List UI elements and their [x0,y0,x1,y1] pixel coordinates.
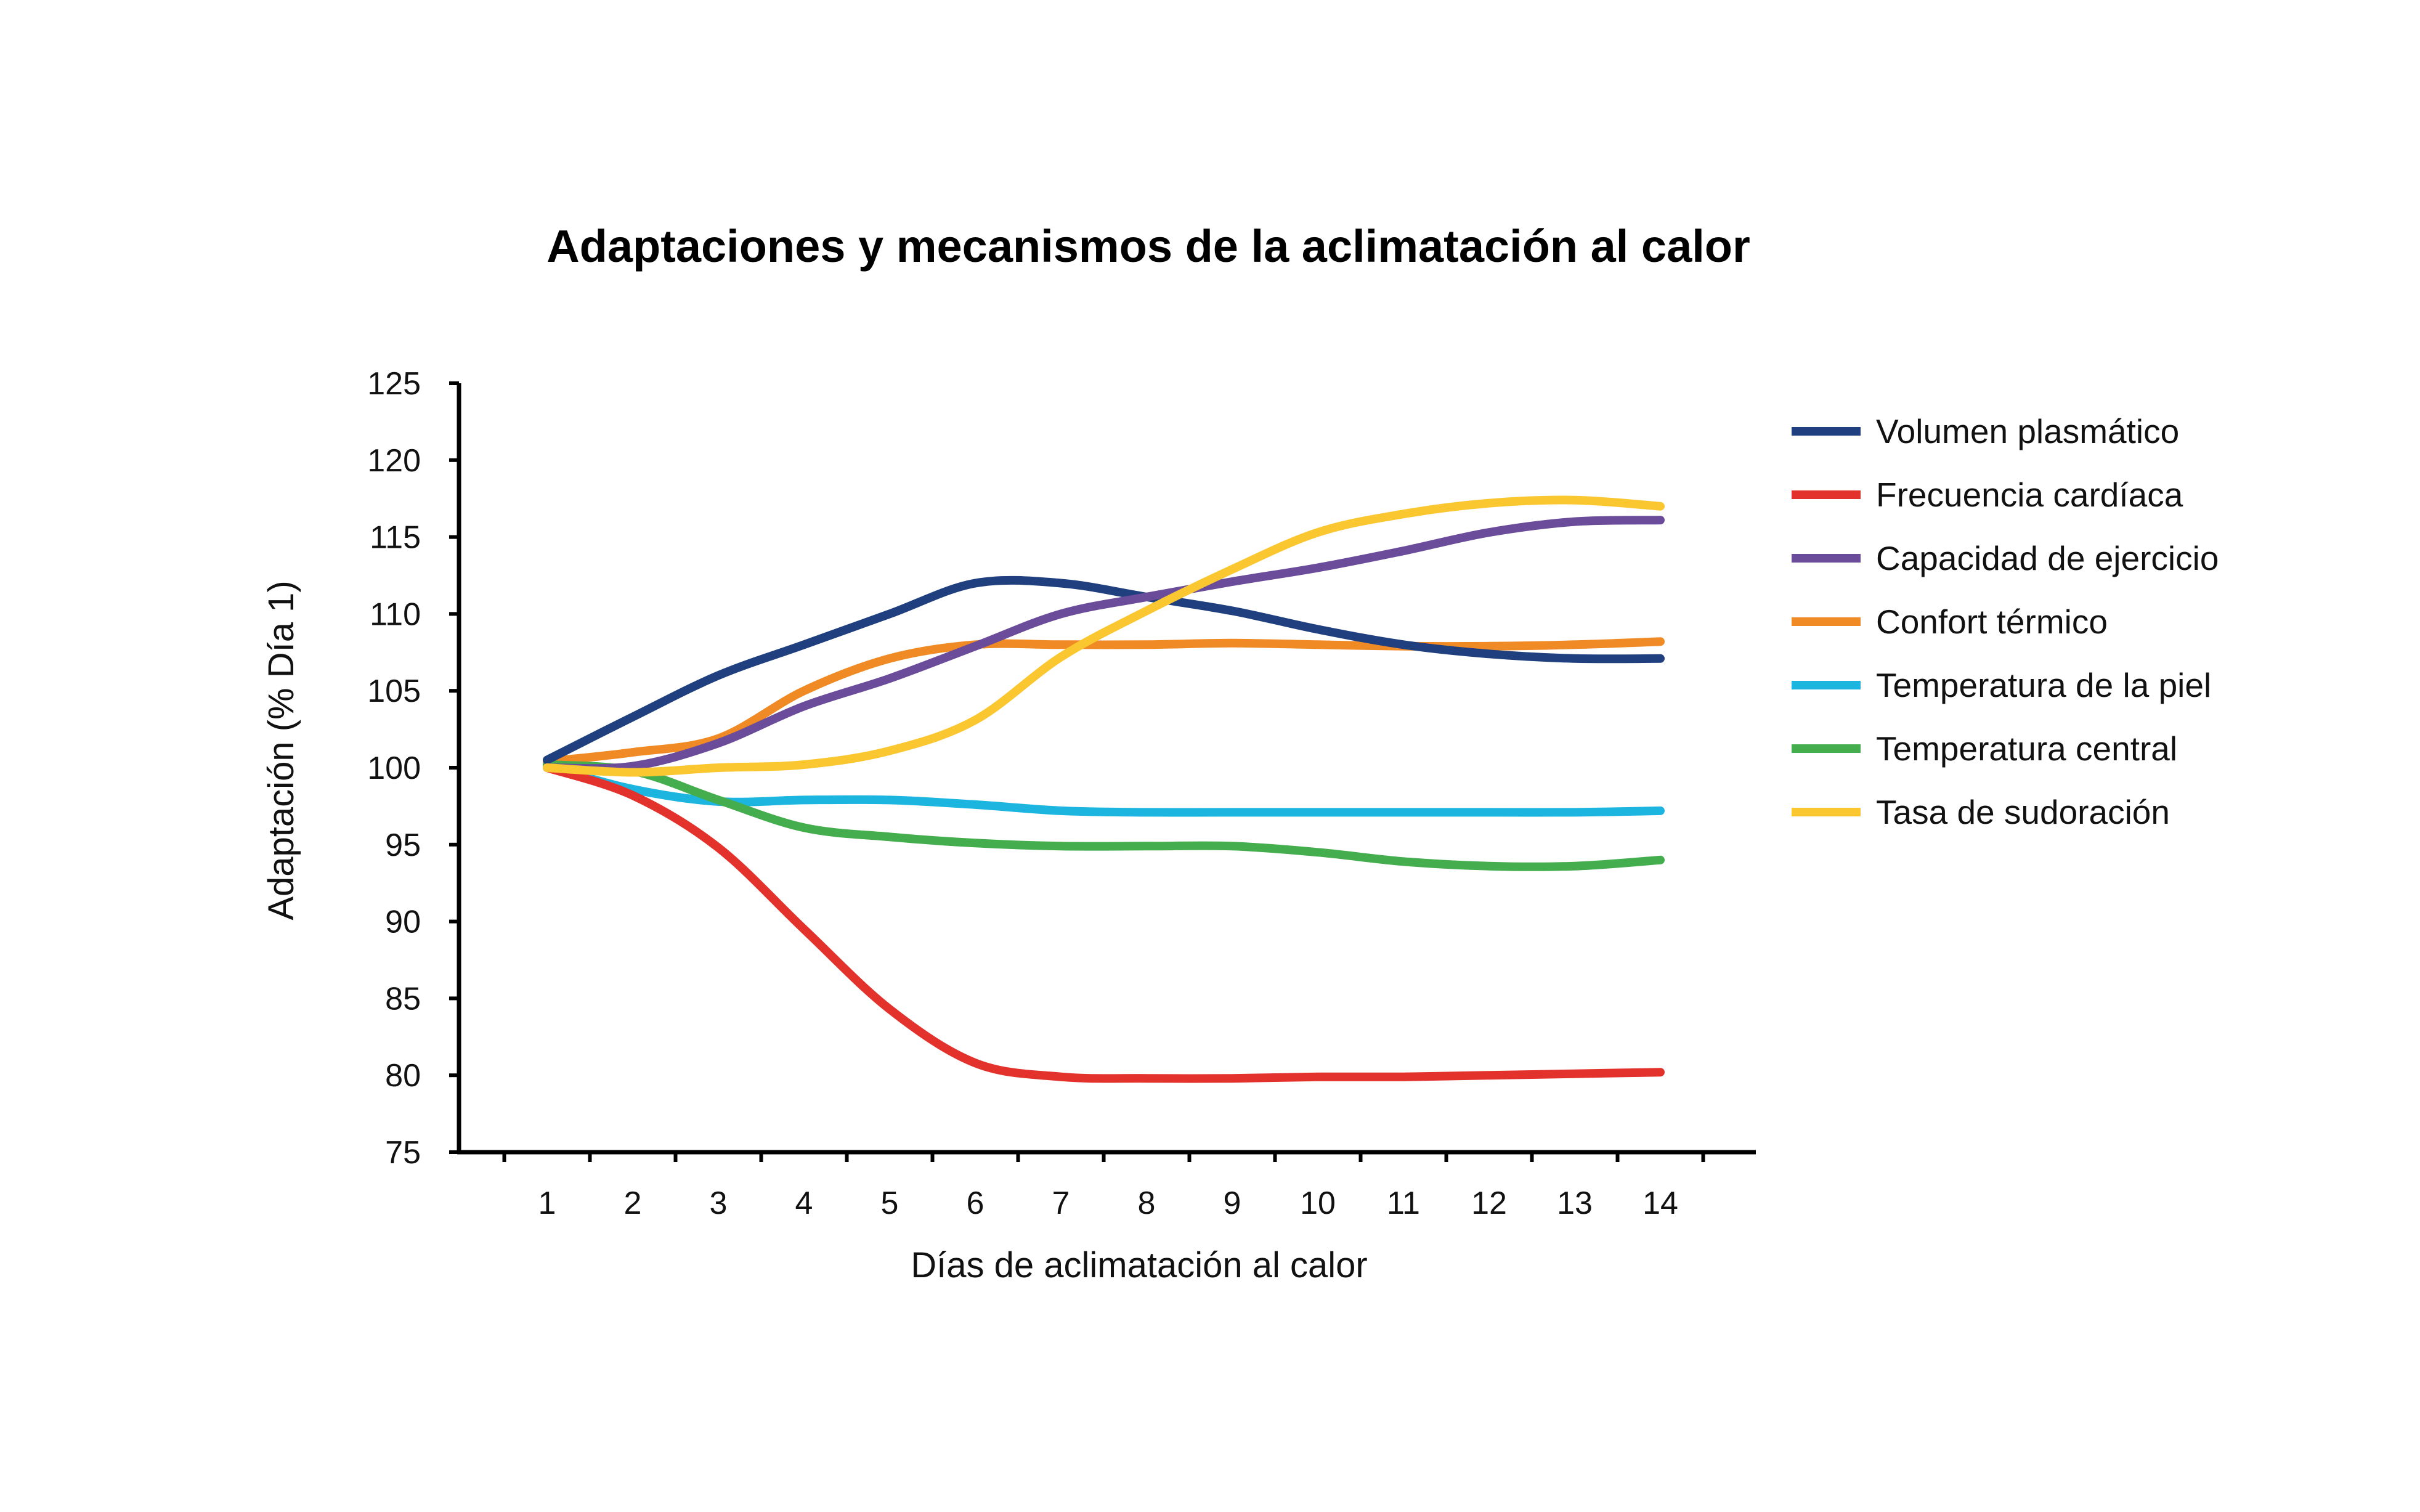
x-tick-label: 13 [1557,1185,1593,1221]
y-axis-title: Adaptación (% Día 1) [261,580,301,920]
series-line-volumen-plasmatico [543,575,1665,765]
y-tick-label: 100 [367,750,421,786]
x-tick-label: 8 [1138,1185,1156,1221]
legend-label: Capacidad de ejercicio [1876,539,2219,577]
series-line-capacidad-de-ejercicio [543,516,1665,773]
y-tick-label: 85 [385,981,421,1017]
y-tick-label: 110 [370,596,421,632]
series-line-temperatura-de-la-piel [543,762,1665,817]
legend-label: Temperatura de la piel [1876,666,2211,704]
series-line-confort-termico [543,637,1665,766]
x-tick-label: 4 [795,1185,813,1221]
y-tick-label: 125 [367,366,421,402]
x-tick-label: 1 [538,1185,556,1221]
y-tick-label: 75 [385,1135,421,1171]
x-tick-label: 7 [1052,1185,1070,1221]
y-tick-label: 80 [385,1058,421,1094]
y-tick-label: 90 [385,904,421,940]
legend: Volumen plasmático Frecuencia cardíaca Cap… [1792,412,2219,831]
series-line-frecuencia-cardiaca [543,763,1665,1083]
x-tick-label: 6 [967,1185,985,1221]
chart-title: Adaptaciones y mecanismos de la aclimata… [546,221,1750,272]
x-tick-label: 3 [710,1185,728,1221]
y-tick-label: 120 [367,443,421,479]
y-tick-label: 95 [385,827,421,863]
series-line-temperatura-central [543,760,1665,871]
x-tick-label: 14 [1642,1185,1678,1221]
legend-label: Tasa de sudoración [1876,793,2170,831]
y-tick-label: 115 [370,520,421,556]
x-tick-label: 5 [881,1185,899,1221]
legend-label: Frecuencia cardíaca [1876,476,2183,514]
x-tick-label: 11 [1387,1185,1420,1221]
legend-label: Confort térmico [1876,603,2108,641]
x-axis-title: Días de aclimatación al calor [911,1245,1367,1285]
x-tick-label: 10 [1300,1185,1336,1221]
x-tick-label: 2 [624,1185,642,1221]
legend-label: Temperatura central [1876,730,2177,768]
x-tick-label: 12 [1471,1185,1507,1221]
y-tick-label: 105 [367,673,421,709]
legend-label: Volumen plasmático [1876,412,2179,450]
series-line-tasa-de-sudoracion [543,495,1665,777]
x-tick-label: 9 [1224,1185,1241,1221]
